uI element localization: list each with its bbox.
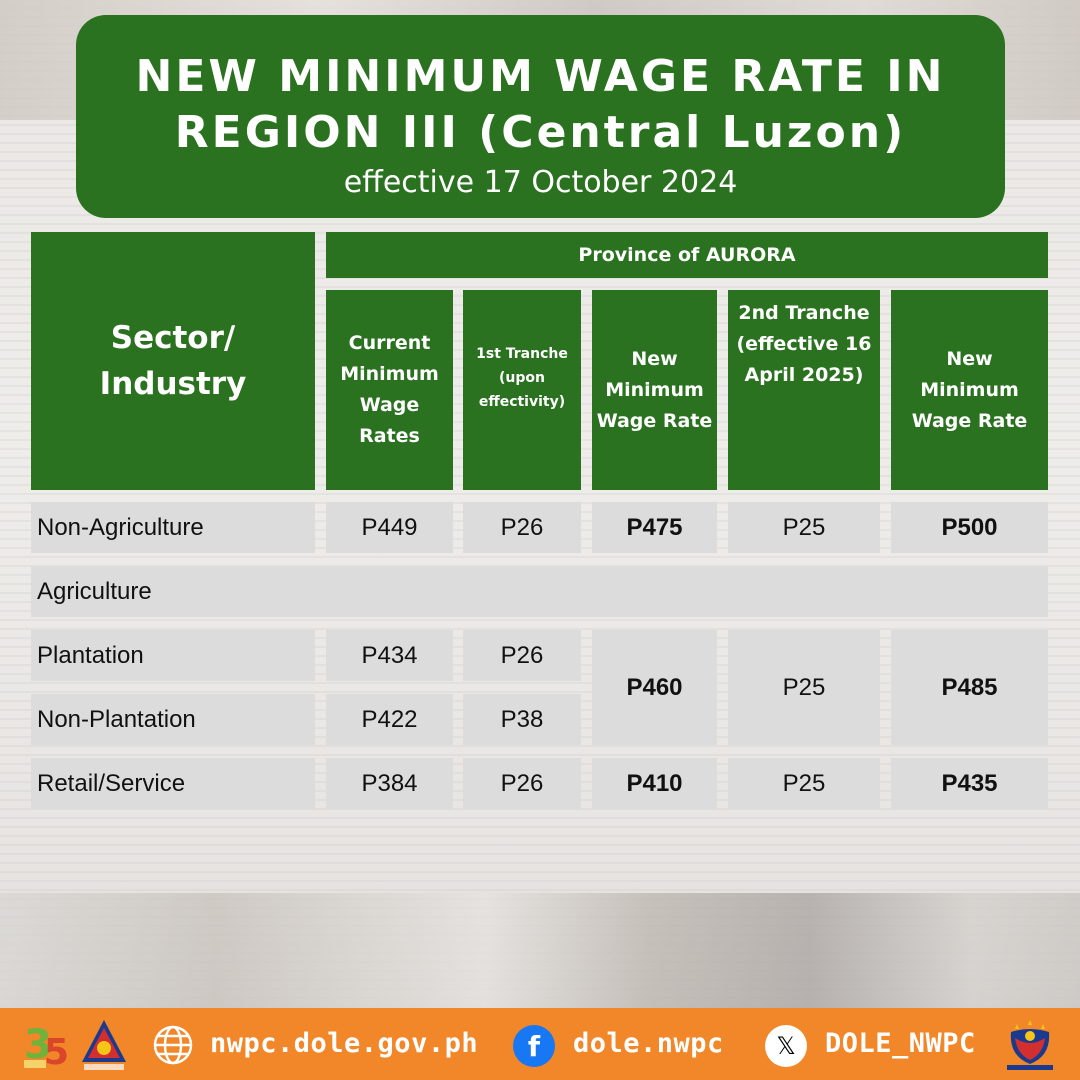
row-plantation-sector: Plantation bbox=[31, 630, 315, 681]
province-header: Province of AURORA bbox=[326, 232, 1048, 278]
svg-text:5: 5 bbox=[44, 1032, 69, 1072]
dole-triangle-logo-icon bbox=[80, 1018, 128, 1072]
row-retail-service-current: P384 bbox=[326, 758, 453, 810]
col-header-2nd-tranche: 2nd Tranche (effective 16 April 2025) bbox=[728, 290, 880, 490]
facebook-icon: f bbox=[513, 1025, 555, 1067]
row-non-agriculture-tranche1: P26 bbox=[463, 502, 581, 553]
effective-date: effective 17 October 2024 bbox=[343, 165, 738, 200]
row-non-agriculture-new2: P500 bbox=[891, 502, 1048, 553]
row-agriculture-section: Agriculture bbox=[31, 566, 1048, 617]
background-photo-bottom bbox=[0, 893, 1080, 1008]
row-retail-service-sector: Retail/Service bbox=[31, 758, 315, 810]
title-banner: NEW MINIMUM WAGE RATE IN REGION III (Cen… bbox=[76, 15, 1005, 218]
facebook-link[interactable]: dole.nwpc bbox=[573, 1028, 724, 1059]
website-link[interactable]: nwpc.dole.gov.ph bbox=[210, 1028, 479, 1059]
col-header-new-rate-1: New Minimum Wage Rate bbox=[592, 290, 717, 490]
x-handle-link[interactable]: DOLE_NWPC bbox=[825, 1028, 976, 1059]
row-non-plantation-tranche1: P38 bbox=[463, 694, 581, 745]
col-header-current-rate: Current Minimum Wage Rates bbox=[326, 290, 453, 490]
agri-merged-new2: P485 bbox=[891, 630, 1048, 745]
row-retail-service-tranche1: P26 bbox=[463, 758, 581, 810]
row-non-plantation-sector: Non-Plantation bbox=[31, 694, 315, 745]
row-plantation-current: P434 bbox=[326, 630, 453, 681]
row-retail-service-tranche2: P25 bbox=[728, 758, 880, 810]
sector-industry-header: Sector/ Industry bbox=[31, 232, 315, 490]
footer-bar: 3 5 nwpc.dole.gov.ph f dole.nwpc 𝕏 DOLE_… bbox=[0, 1008, 1080, 1080]
row-non-agriculture-tranche2: P25 bbox=[728, 502, 880, 553]
row-non-agriculture-sector: Non-Agriculture bbox=[31, 502, 315, 553]
row-non-plantation-current: P422 bbox=[326, 694, 453, 745]
agri-merged-new1: P460 bbox=[592, 630, 717, 745]
row-non-agriculture-current: P449 bbox=[326, 502, 453, 553]
col-header-new-rate-2: New Minimum Wage Rate bbox=[891, 290, 1048, 490]
nwpc-35-logo-icon: 3 5 bbox=[22, 1016, 72, 1073]
agri-merged-tranche2: P25 bbox=[728, 630, 880, 745]
row-non-agriculture-new1: P475 bbox=[592, 502, 717, 553]
title-line-1: NEW MINIMUM WAGE RATE IN bbox=[135, 51, 946, 102]
row-plantation-tranche1: P26 bbox=[463, 630, 581, 681]
bagong-pilipinas-logo-icon bbox=[1003, 1018, 1057, 1072]
x-twitter-icon: 𝕏 bbox=[765, 1025, 807, 1067]
title-line-2: REGION III (Central Luzon) bbox=[174, 107, 907, 158]
row-retail-service-new2: P435 bbox=[891, 758, 1048, 810]
col-header-1st-tranche: 1st Tranche (upon effectivity) bbox=[463, 290, 581, 490]
globe-www-icon bbox=[152, 1024, 194, 1066]
row-retail-service-new1: P410 bbox=[592, 758, 717, 810]
